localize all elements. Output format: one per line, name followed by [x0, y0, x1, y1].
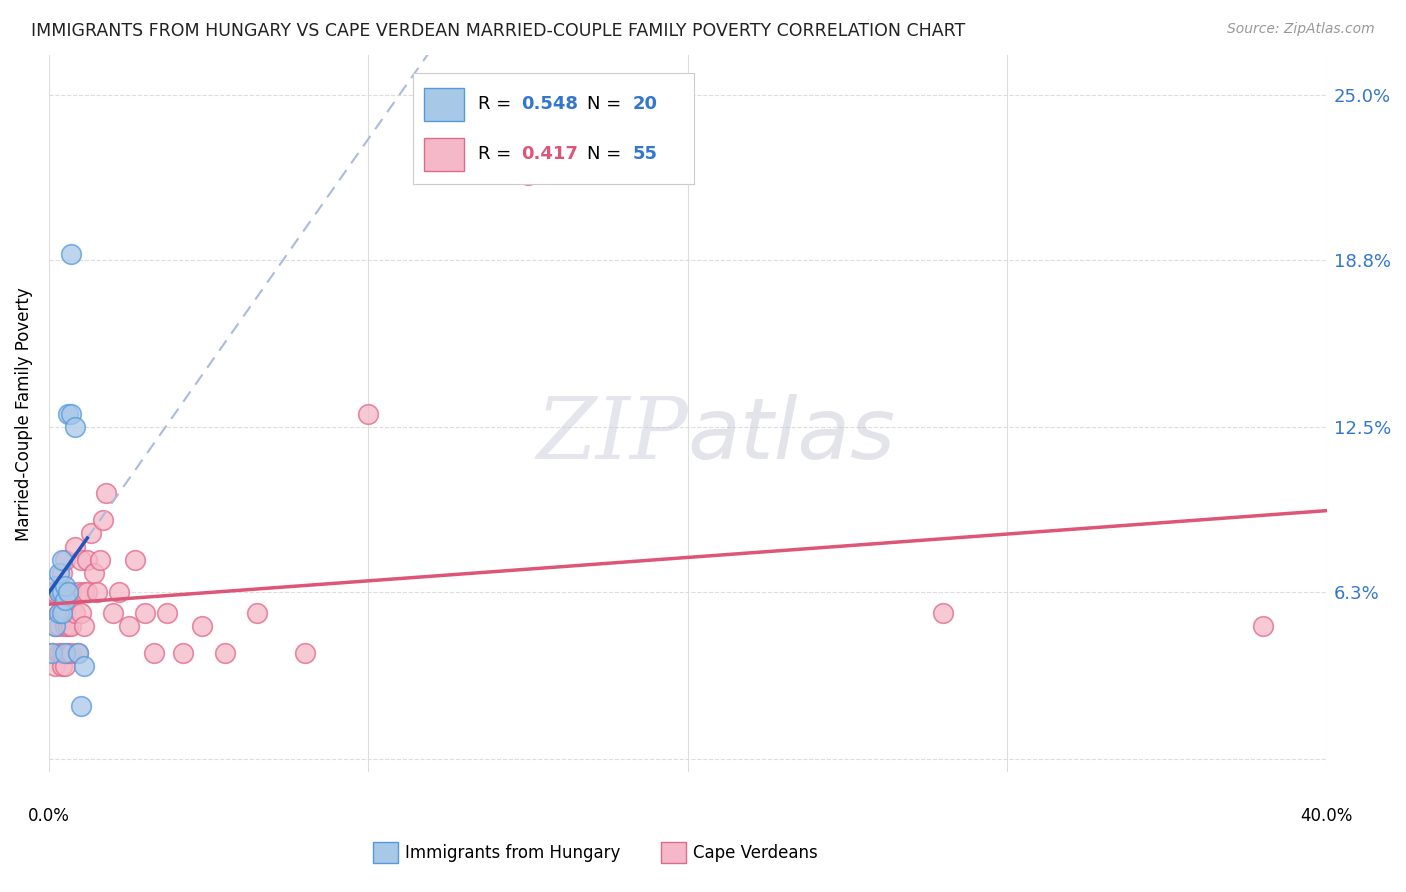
Point	[66, 646, 89, 660]
Point	[56, 584, 79, 599]
Text: Source: ZipAtlas.com: Source: ZipAtlas.com	[1227, 22, 1375, 37]
Point	[124, 553, 146, 567]
Text: atlas: atlas	[688, 393, 896, 477]
Point	[51, 606, 73, 620]
Text: Cape Verdeans: Cape Verdeans	[693, 844, 818, 862]
Point	[63, 540, 86, 554]
Point	[73, 659, 96, 673]
Point	[51, 646, 73, 660]
Point	[56, 619, 79, 633]
Point	[48, 606, 70, 620]
Point	[44, 659, 66, 673]
Point	[79, 526, 101, 541]
Point	[51, 606, 73, 620]
Point	[53, 553, 76, 567]
Point	[70, 698, 93, 713]
Point	[1251, 619, 1274, 633]
Point	[41, 646, 63, 660]
Point	[44, 619, 66, 633]
Point	[246, 606, 269, 620]
Point	[48, 619, 70, 633]
Point	[56, 584, 79, 599]
Point	[63, 606, 86, 620]
Point	[76, 553, 98, 567]
Point	[143, 646, 166, 660]
Text: Immigrants from Hungary: Immigrants from Hungary	[405, 844, 620, 862]
Point	[63, 420, 86, 434]
Point	[294, 646, 316, 660]
Point	[86, 584, 108, 599]
Point	[51, 566, 73, 581]
Point	[48, 584, 70, 599]
Point	[191, 619, 214, 633]
Point	[101, 606, 124, 620]
Point	[70, 606, 93, 620]
Point	[60, 247, 83, 261]
Point	[56, 407, 79, 421]
Text: IMMIGRANTS FROM HUNGARY VS CAPE VERDEAN MARRIED-COUPLE FAMILY POVERTY CORRELATIO: IMMIGRANTS FROM HUNGARY VS CAPE VERDEAN …	[31, 22, 965, 40]
Point	[41, 584, 63, 599]
Point	[156, 606, 179, 620]
Point	[83, 566, 105, 581]
Point	[56, 646, 79, 660]
Point	[48, 566, 70, 581]
Point	[172, 646, 194, 660]
Point	[60, 584, 83, 599]
Point	[108, 584, 131, 599]
Point	[53, 579, 76, 593]
Point	[53, 646, 76, 660]
Point	[66, 584, 89, 599]
Y-axis label: Married-Couple Family Poverty: Married-Couple Family Poverty	[15, 287, 32, 541]
Point	[53, 659, 76, 673]
Point	[48, 606, 70, 620]
Text: 40.0%: 40.0%	[1301, 807, 1353, 825]
Point	[44, 584, 66, 599]
Point	[76, 584, 98, 599]
Point	[60, 619, 83, 633]
Point	[134, 606, 156, 620]
Point	[70, 553, 93, 567]
Point	[214, 646, 236, 660]
Point	[96, 486, 118, 500]
Text: ZIP: ZIP	[536, 394, 688, 476]
Point	[53, 619, 76, 633]
Point	[118, 619, 141, 633]
Point	[60, 407, 83, 421]
Point	[66, 646, 89, 660]
Text: 0.0%: 0.0%	[28, 807, 70, 825]
Point	[89, 553, 111, 567]
Point	[51, 584, 73, 599]
Point	[60, 646, 83, 660]
Point	[73, 619, 96, 633]
Point	[91, 513, 114, 527]
Point	[41, 646, 63, 660]
Point	[73, 584, 96, 599]
Point	[48, 584, 70, 599]
Point	[44, 579, 66, 593]
Point	[53, 606, 76, 620]
Point	[932, 606, 955, 620]
Point	[51, 659, 73, 673]
Point	[517, 168, 540, 182]
Point	[48, 646, 70, 660]
Point	[44, 619, 66, 633]
Point	[357, 407, 380, 421]
Point	[51, 553, 73, 567]
Point	[53, 592, 76, 607]
